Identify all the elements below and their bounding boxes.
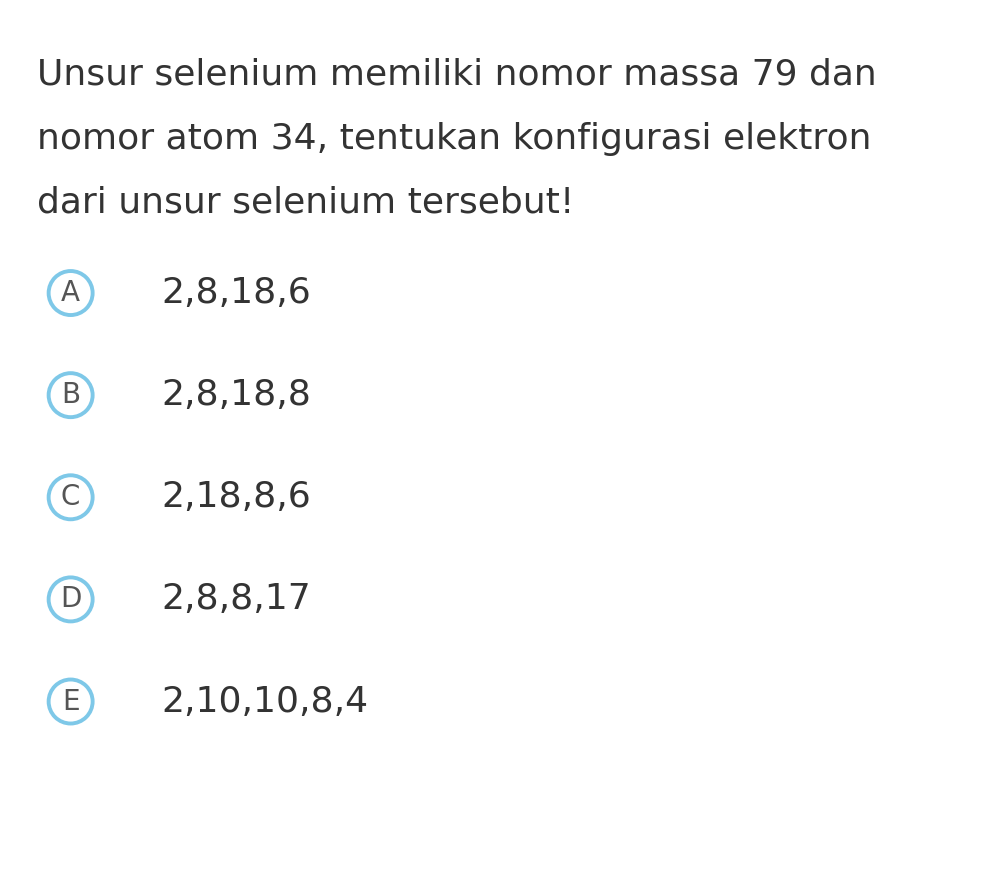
Text: nomor atom 34, tentukan konfigurasi elektron: nomor atom 34, tentukan konfigurasi elek…: [37, 122, 872, 155]
Text: Unsur selenium memiliki nomor massa 79 dan: Unsur selenium memiliki nomor massa 79 d…: [37, 58, 877, 91]
Text: 2,8,18,8: 2,8,18,8: [162, 378, 312, 412]
Text: E: E: [62, 687, 79, 716]
Ellipse shape: [49, 679, 92, 724]
Text: D: D: [60, 585, 81, 614]
Text: dari unsur selenium tersebut!: dari unsur selenium tersebut!: [37, 186, 575, 219]
Ellipse shape: [49, 271, 92, 315]
Text: 2,18,8,6: 2,18,8,6: [162, 480, 312, 514]
Ellipse shape: [49, 475, 92, 519]
Ellipse shape: [49, 373, 92, 417]
Text: 2,10,10,8,4: 2,10,10,8,4: [162, 685, 369, 718]
Text: 2,8,18,6: 2,8,18,6: [162, 276, 312, 310]
Text: C: C: [61, 483, 80, 511]
Text: B: B: [61, 381, 80, 409]
Text: A: A: [61, 279, 80, 307]
Text: 2,8,8,17: 2,8,8,17: [162, 583, 312, 616]
Ellipse shape: [49, 577, 92, 622]
